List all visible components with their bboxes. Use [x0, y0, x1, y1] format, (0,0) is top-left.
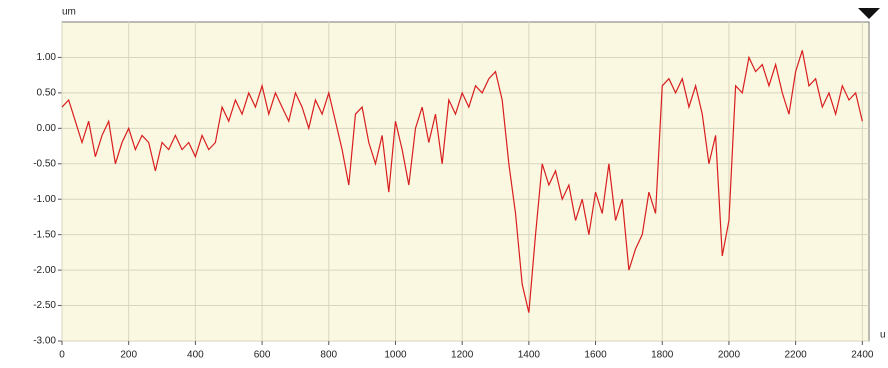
- x-tick-label: 1800: [651, 350, 674, 361]
- x-tick-label: 1400: [518, 350, 541, 361]
- x-tick-label: 600: [254, 350, 271, 361]
- x-tick-label: 400: [187, 350, 204, 361]
- marker-triangle: [858, 8, 880, 19]
- x-tick-label: 1600: [584, 350, 607, 361]
- x-tick-label: 800: [320, 350, 337, 361]
- y-tick-label: -2.00: [33, 265, 56, 276]
- y-tick-label: -1.50: [33, 229, 56, 240]
- y-tick-label: -2.50: [33, 300, 56, 311]
- data-line: [61, 50, 863, 313]
- y-axis-label: um: [62, 7, 76, 18]
- x-tick-label: 200: [120, 350, 137, 361]
- y-tick-label: 0.50: [37, 88, 57, 99]
- x-axis-label: u: [880, 330, 886, 341]
- y-tick-label: -0.50: [33, 158, 56, 169]
- x-tick-label: 1000: [384, 350, 407, 361]
- x-tick-label: 1200: [451, 350, 474, 361]
- x-tick-label: 2000: [718, 350, 741, 361]
- y-tick-label: 1.00: [37, 52, 57, 63]
- y-tick-label: -3.00: [33, 336, 56, 347]
- y-tick-label: -1.00: [33, 194, 56, 205]
- plot-area: [61, 21, 870, 342]
- y-tick-label: 0.00: [37, 123, 57, 134]
- x-tick-label: 2200: [785, 350, 808, 361]
- x-tick-label: 0: [59, 350, 65, 361]
- x-tick-label: 2400: [851, 350, 874, 361]
